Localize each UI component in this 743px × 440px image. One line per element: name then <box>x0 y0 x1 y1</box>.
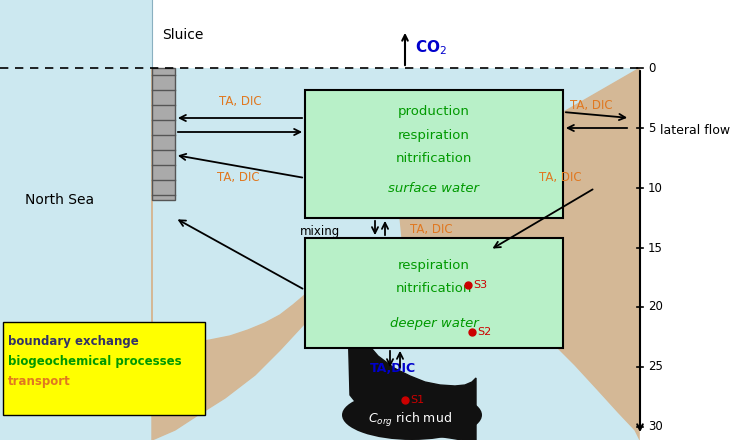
Text: TA,DIC: TA,DIC <box>370 362 416 374</box>
Text: nitrification: nitrification <box>396 151 473 165</box>
Bar <box>0 0 152 440</box>
Text: TA, DIC: TA, DIC <box>570 99 613 111</box>
Text: 5: 5 <box>648 121 655 135</box>
Bar <box>3 322 205 415</box>
Text: mixing: mixing <box>299 225 340 238</box>
Text: 30: 30 <box>648 421 663 433</box>
Text: surface water: surface water <box>389 181 479 194</box>
Text: biogeochemical processes: biogeochemical processes <box>8 356 181 368</box>
Text: lateral flow: lateral flow <box>660 124 730 136</box>
Text: Water: Water <box>674 14 716 26</box>
Text: production: production <box>398 106 470 118</box>
Bar <box>152 68 640 440</box>
Polygon shape <box>640 0 743 440</box>
Text: respiration: respiration <box>398 260 470 272</box>
Text: boundary exchange: boundary exchange <box>8 335 139 348</box>
Text: respiration: respiration <box>398 128 470 142</box>
Text: Sluice: Sluice <box>162 28 204 42</box>
Polygon shape <box>399 68 640 440</box>
Text: S3: S3 <box>473 280 487 290</box>
Text: CO$_2$: CO$_2$ <box>415 39 447 57</box>
Bar <box>152 68 175 200</box>
Text: $C_{org}$ rich mud: $C_{org}$ rich mud <box>368 411 452 429</box>
Text: 25: 25 <box>648 360 663 374</box>
Text: 10: 10 <box>648 181 663 194</box>
Polygon shape <box>152 68 350 440</box>
Text: TA, DIC: TA, DIC <box>410 224 452 236</box>
Text: TA, DIC: TA, DIC <box>539 172 581 184</box>
Text: depth (m): depth (m) <box>660 26 730 40</box>
Text: 20: 20 <box>648 301 663 313</box>
Text: TA, DIC: TA, DIC <box>218 95 262 108</box>
Text: TA, DIC: TA, DIC <box>217 172 259 184</box>
Text: North Sea: North Sea <box>25 193 94 207</box>
Bar <box>305 90 563 218</box>
Text: transport: transport <box>8 375 71 389</box>
Bar <box>305 238 563 348</box>
Text: 15: 15 <box>648 242 663 254</box>
Ellipse shape <box>342 390 482 440</box>
Text: S1: S1 <box>410 395 424 405</box>
Polygon shape <box>348 320 476 440</box>
Text: deeper water: deeper water <box>389 316 478 330</box>
Text: S2: S2 <box>477 327 491 337</box>
Text: nitrification: nitrification <box>396 282 473 296</box>
Text: 0: 0 <box>648 62 655 74</box>
